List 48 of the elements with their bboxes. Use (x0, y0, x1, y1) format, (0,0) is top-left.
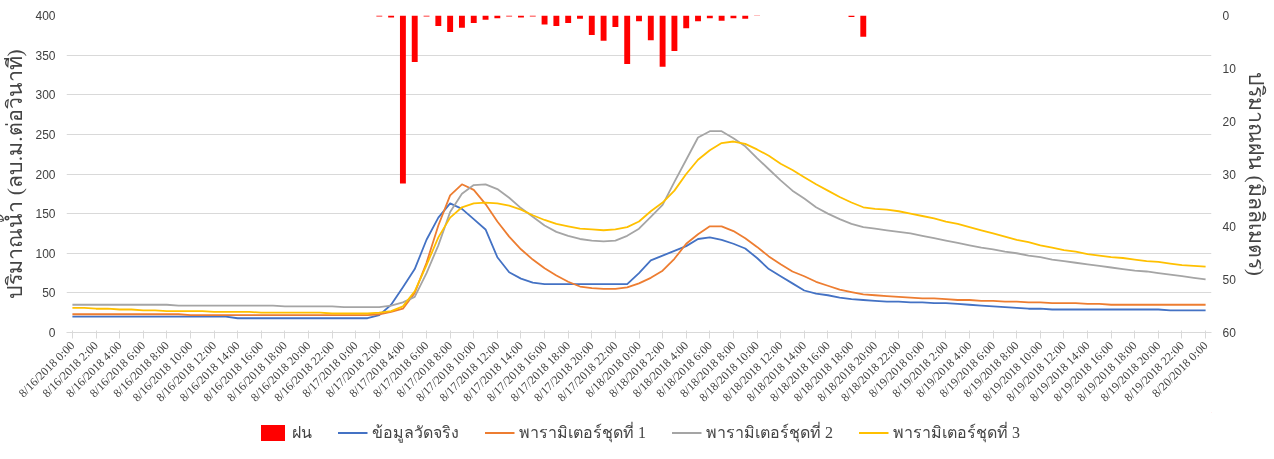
y-tick-label: 50 (42, 286, 56, 301)
legend-label: ฝน (292, 422, 312, 443)
bar (553, 15, 560, 27)
y2-tick-label: 50 (1222, 273, 1237, 288)
y-tick-label: 400 (35, 9, 56, 23)
legend-label: พารามิเตอร์ชุดที่ 2 (706, 421, 833, 445)
y-tick-label: 300 (35, 88, 56, 103)
bar (647, 15, 654, 41)
bar (612, 15, 619, 28)
y-tick-label: 250 (35, 127, 56, 142)
bar (470, 15, 477, 23)
bar (399, 15, 406, 184)
y2-tick-label: 20 (1222, 114, 1237, 129)
bar (541, 15, 548, 25)
bar (588, 15, 595, 36)
y-tick-label: 350 (35, 48, 56, 63)
y2-tick-label: 60 (1222, 326, 1237, 340)
bar (742, 15, 749, 19)
bar (860, 15, 867, 37)
line-series (71, 183, 1207, 316)
bar (447, 15, 454, 32)
bar (577, 15, 583, 19)
y2-axis-title: ปริมาณฝน (มิลลิเมตร) (1243, 72, 1268, 276)
bar (671, 15, 678, 51)
legend-label: พารามิเตอร์ชุดที่ 3 (893, 421, 1020, 445)
legend-label: ข้อมูลวัดจริง (372, 422, 459, 445)
y-tick-label: 100 (35, 246, 56, 261)
bar (411, 15, 418, 62)
bar (659, 15, 666, 67)
bar (518, 15, 524, 18)
bar (435, 15, 442, 27)
y-tick-label: 0 (48, 326, 56, 340)
bar (600, 15, 607, 41)
y2-tick-label: 0 (1222, 9, 1230, 23)
y2-tick-label: 10 (1222, 61, 1237, 76)
y-tick-label: 200 (35, 167, 56, 182)
bar (624, 15, 631, 65)
bar (718, 15, 725, 21)
bar (458, 15, 465, 28)
bar (683, 15, 690, 29)
y-axis-title: ปริมาณน้ำ (ลบ.ม.ต่อวินาที) (0, 49, 28, 299)
legend-label: พารามิเตอร์ชุดที่ 1 (519, 421, 646, 445)
bar (388, 15, 395, 18)
line-series (71, 202, 1207, 320)
y-tick-label: 150 (35, 207, 56, 222)
y2-tick-label: 40 (1222, 220, 1237, 235)
y2-tick-label: 30 (1222, 167, 1237, 182)
bar (565, 15, 572, 23)
